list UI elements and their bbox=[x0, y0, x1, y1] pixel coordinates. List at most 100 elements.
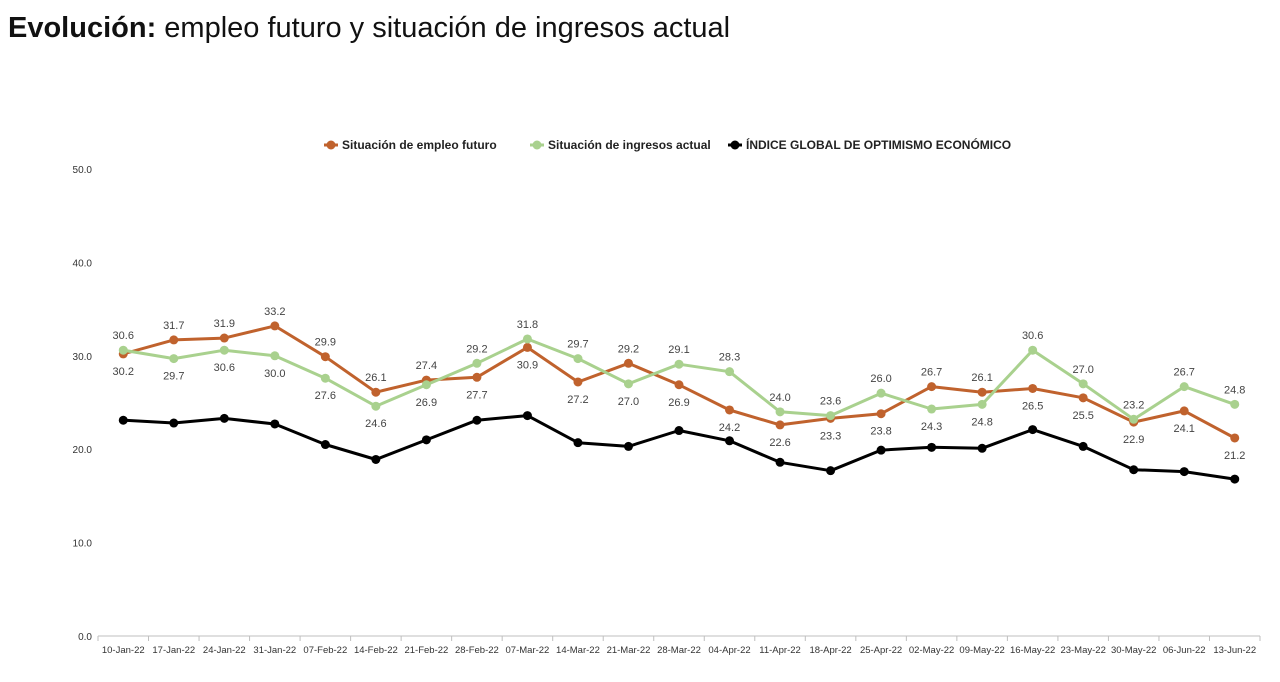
data-label: 23.3 bbox=[820, 430, 841, 442]
data-point-2 bbox=[270, 419, 280, 429]
data-point-0 bbox=[1078, 393, 1088, 403]
data-label: 26.1 bbox=[971, 372, 992, 384]
data-label: 33.2 bbox=[264, 306, 285, 318]
y-tick-label: 30.0 bbox=[73, 352, 93, 363]
data-label: 24.8 bbox=[971, 416, 992, 428]
data-point-1 bbox=[725, 367, 735, 377]
x-tick-label: 30-May-22 bbox=[1111, 645, 1156, 656]
data-point-1 bbox=[270, 351, 280, 361]
data-point-1 bbox=[472, 358, 482, 368]
data-label: 26.9 bbox=[668, 397, 689, 409]
data-point-0 bbox=[371, 387, 381, 397]
data-point-0 bbox=[725, 405, 735, 415]
y-tick-label: 10.0 bbox=[73, 539, 93, 550]
data-point-2 bbox=[826, 466, 836, 476]
data-label: 31.7 bbox=[163, 320, 184, 332]
x-tick-label: 07-Mar-22 bbox=[506, 645, 550, 656]
data-point-0 bbox=[1230, 433, 1240, 443]
data-label: 27.6 bbox=[315, 390, 336, 402]
data-point-0 bbox=[927, 382, 937, 392]
x-tick-label: 28-Feb-22 bbox=[455, 645, 499, 656]
x-tick-label: 02-May-22 bbox=[909, 645, 954, 656]
x-tick-label: 18-Apr-22 bbox=[809, 645, 851, 656]
data-label: 26.1 bbox=[365, 372, 386, 384]
data-label: 30.6 bbox=[1022, 330, 1043, 342]
data-label: 30.6 bbox=[113, 330, 134, 342]
data-point-2 bbox=[320, 440, 330, 450]
data-label: 31.9 bbox=[214, 318, 235, 330]
x-tick-label: 09-May-22 bbox=[959, 645, 1004, 656]
data-label: 29.7 bbox=[567, 339, 588, 351]
data-point-2 bbox=[219, 413, 229, 423]
data-point-2 bbox=[674, 426, 684, 436]
data-label: 27.0 bbox=[618, 396, 639, 408]
data-label: 28.3 bbox=[719, 352, 740, 364]
x-tick-label: 14-Feb-22 bbox=[354, 645, 398, 656]
data-point-1 bbox=[118, 345, 128, 355]
data-point-1 bbox=[1129, 414, 1139, 424]
data-point-0 bbox=[522, 342, 532, 352]
data-label: 30.0 bbox=[264, 368, 285, 380]
data-point-1 bbox=[623, 379, 633, 389]
data-point-1 bbox=[927, 404, 937, 414]
x-tick-label: 04-Apr-22 bbox=[708, 645, 750, 656]
y-tick-label: 40.0 bbox=[73, 258, 93, 269]
data-point-2 bbox=[775, 457, 785, 467]
data-point-0 bbox=[472, 372, 482, 382]
data-label: 29.7 bbox=[163, 371, 184, 383]
data-point-1 bbox=[522, 334, 532, 344]
data-label: 29.1 bbox=[668, 344, 689, 356]
data-label: 30.6 bbox=[214, 362, 235, 374]
data-point-1 bbox=[977, 399, 987, 409]
data-point-2 bbox=[977, 443, 987, 453]
data-label: 22.6 bbox=[769, 437, 790, 449]
data-label: 24.1 bbox=[1174, 423, 1195, 435]
data-point-2 bbox=[421, 435, 431, 445]
data-label: 23.2 bbox=[1123, 399, 1144, 411]
data-label: 27.4 bbox=[416, 360, 437, 372]
data-label: 26.5 bbox=[1022, 400, 1043, 412]
data-label: 24.2 bbox=[719, 422, 740, 434]
data-label: 25.5 bbox=[1072, 410, 1093, 422]
data-point-2 bbox=[725, 436, 735, 446]
data-label: 23.6 bbox=[820, 396, 841, 408]
legend-label: Situación de ingresos actual bbox=[548, 138, 711, 152]
data-point-1 bbox=[371, 401, 381, 411]
data-label: 24.6 bbox=[365, 418, 386, 430]
data-point-2 bbox=[1230, 474, 1240, 484]
data-point-1 bbox=[826, 411, 836, 421]
data-label: 29.9 bbox=[315, 337, 336, 349]
data-label: 29.2 bbox=[618, 343, 639, 355]
data-label: 22.9 bbox=[1123, 434, 1144, 446]
data-label: 27.2 bbox=[567, 394, 588, 406]
data-point-1 bbox=[1179, 382, 1189, 392]
data-point-0 bbox=[977, 387, 987, 397]
data-point-0 bbox=[320, 352, 330, 362]
data-label: 24.8 bbox=[1224, 384, 1245, 396]
data-point-0 bbox=[1028, 383, 1038, 393]
legend-swatch bbox=[532, 140, 542, 150]
data-point-2 bbox=[1028, 425, 1038, 435]
x-tick-label: 24-Jan-22 bbox=[203, 645, 246, 656]
x-tick-label: 14-Mar-22 bbox=[556, 645, 600, 656]
data-point-1 bbox=[775, 407, 785, 417]
data-point-1 bbox=[1028, 345, 1038, 355]
data-label: 26.0 bbox=[870, 373, 891, 385]
page-title: Evolución: empleo futuro y situación de … bbox=[8, 12, 730, 45]
data-label: 27.0 bbox=[1072, 364, 1093, 376]
x-tick-label: 28-Mar-22 bbox=[657, 645, 701, 656]
data-point-0 bbox=[876, 409, 886, 419]
y-tick-label: 0.0 bbox=[78, 632, 92, 643]
data-point-2 bbox=[371, 454, 381, 464]
data-label: 21.2 bbox=[1224, 450, 1245, 462]
data-point-2 bbox=[1129, 465, 1139, 475]
legend-swatch bbox=[326, 140, 336, 150]
data-label: 26.9 bbox=[416, 397, 437, 409]
data-point-0 bbox=[169, 335, 179, 345]
y-tick-label: 20.0 bbox=[73, 445, 93, 456]
data-label: 24.0 bbox=[769, 392, 790, 404]
data-point-1 bbox=[219, 345, 229, 355]
x-tick-label: 21-Feb-22 bbox=[404, 645, 448, 656]
page-title-rest: empleo futuro y situación de ingresos ac… bbox=[156, 12, 731, 44]
x-tick-label: 31-Jan-22 bbox=[253, 645, 296, 656]
